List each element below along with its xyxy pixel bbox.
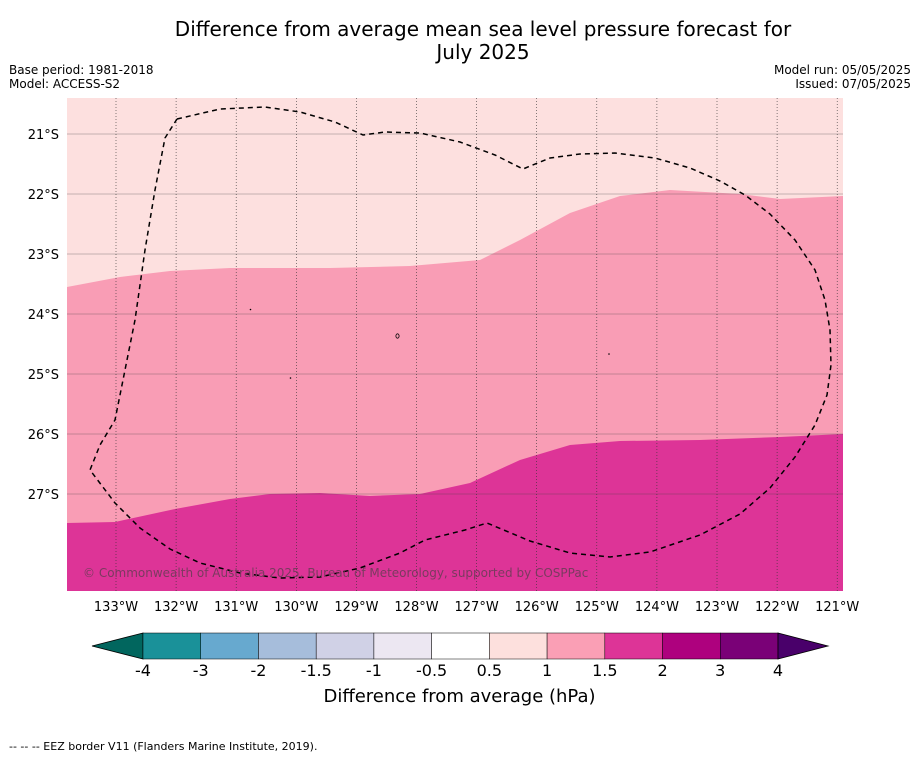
colorbar-extend-low <box>91 632 144 660</box>
colorbar-tick-label: -1 <box>366 661 382 680</box>
colorbar-segment <box>315 632 375 660</box>
colorbar-tick-label: 4 <box>773 661 783 680</box>
colorbar-tick-label: -1.5 <box>301 661 332 680</box>
longitude-tick-label: 124°W <box>635 600 679 615</box>
longitude-tick-label: 122°W <box>755 600 799 615</box>
longitude-tick-label: 129°W <box>334 600 378 615</box>
latitude-tick-label: 22°S <box>28 188 59 203</box>
eez-border <box>89 106 832 579</box>
right-meta: Model run: 05/05/2025 Issued: 07/05/2025 <box>774 63 911 91</box>
latitude-tick-label: 23°S <box>28 248 59 263</box>
colorbar <box>91 632 830 660</box>
colorbar-segment <box>720 632 779 660</box>
island-marker <box>289 377 292 379</box>
latitude-tick-label: 26°S <box>28 428 59 443</box>
colorbar-segment <box>546 632 606 660</box>
longitude-tick-label: 131°W <box>214 600 258 615</box>
title-line-2: July 2025 <box>436 40 530 64</box>
longitude-tick-label: 132°W <box>154 600 198 615</box>
band-1-5-to-2 <box>67 434 843 591</box>
chart-title: Difference from average mean sea level p… <box>0 18 919 64</box>
colorbar-tick-label: 1.5 <box>592 661 617 680</box>
latitude-tick-label: 21°S <box>28 128 59 143</box>
graticule <box>67 98 843 591</box>
colorbar-tick-label: -2 <box>250 661 266 680</box>
colorbar-segment <box>258 632 317 660</box>
longitude-tick-label: 121°W <box>815 600 859 615</box>
colorbar-tick-label: 1 <box>542 661 552 680</box>
longitude-tick-label: 133°W <box>94 600 138 615</box>
colorbar-segment <box>662 632 721 660</box>
colorbar-tick-label: 3 <box>715 661 725 680</box>
colorbar-segment <box>489 632 548 660</box>
island-marker <box>395 333 400 339</box>
latitude-tick-label: 27°S <box>28 488 59 503</box>
model-run: Model run: 05/05/2025 <box>773 63 911 77</box>
colorbar-extend-high <box>777 632 830 660</box>
island-marker <box>608 353 610 355</box>
map-area: © Commonwealth of Australia 2025, Bureau… <box>67 98 843 591</box>
base-period: Base period: 1981-2018 <box>9 63 154 77</box>
title-line-1: Difference from average mean sea level p… <box>174 17 792 41</box>
left-meta: Base period: 1981-2018 Model: ACCESS-S2 <box>9 63 154 91</box>
longitude-labels: 133°W 132°W 131°W 130°W 129°W 128°W 127°W 126°W… <box>94 600 860 615</box>
longitude-tick-label: 127°W <box>455 600 499 615</box>
latitude-labels: 21°S 22°S 23°S 24°S 25°S 26°S 27°S <box>28 128 59 503</box>
colorbar-tick-label: 2 <box>657 661 667 680</box>
colorbar-segment <box>604 632 663 660</box>
colorbar-tick-labels: -4 -3 -2 -1.5 -1 -0.5 0.5 1 1.5 2 3 4 <box>135 661 783 680</box>
issued-date: Issued: 07/05/2025 <box>795 77 911 91</box>
longitude-tick-label: 130°W <box>274 600 318 615</box>
longitude-tick-label: 125°W <box>575 600 619 615</box>
longitude-tick-label: 128°W <box>394 600 438 615</box>
eez-legend-text: -- -- -- EEZ border V11 (Flanders Marine… <box>9 740 318 753</box>
island-marker <box>249 308 252 311</box>
colorbar-tick-label: -4 <box>135 661 151 680</box>
latitude-tick-label: 24°S <box>28 308 59 323</box>
colorbar-tick-label: -0.5 <box>416 661 447 680</box>
longitude-tick-label: 123°W <box>695 600 739 615</box>
copyright-text: © Commonwealth of Australia 2025, Bureau… <box>83 566 588 580</box>
colorbar-segment <box>431 632 490 660</box>
colorbar-tick-label: -3 <box>193 661 209 680</box>
colorbar-label: Difference from average (hPa) <box>323 686 596 707</box>
latitude-tick-label: 25°S <box>28 368 59 383</box>
colorbar-segment <box>200 632 259 660</box>
colorbar-segment <box>142 632 201 660</box>
colorbar-tick-label: 0.5 <box>477 661 502 680</box>
longitude-tick-label: 126°W <box>515 600 559 615</box>
colorbar-segment <box>373 632 432 660</box>
model-name: Model: ACCESS-S2 <box>9 77 121 91</box>
